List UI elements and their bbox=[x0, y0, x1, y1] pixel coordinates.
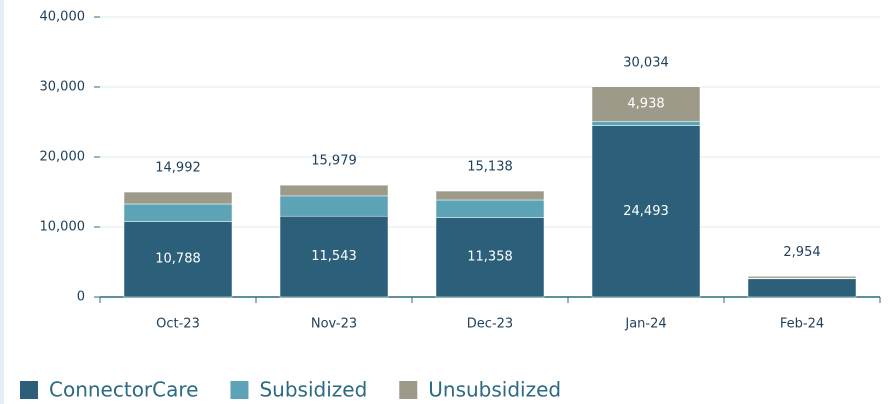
legend-swatch bbox=[20, 381, 38, 399]
value-label: 11,358 bbox=[467, 250, 513, 265]
y-tick-label: 0 bbox=[77, 290, 85, 305]
value-label: 24,493 bbox=[623, 204, 669, 219]
total-label: 15,138 bbox=[467, 160, 513, 175]
legend-label: ConnectorCare bbox=[49, 378, 198, 402]
bar-segment bbox=[747, 278, 857, 298]
value-label: 11,543 bbox=[311, 249, 357, 264]
x-tick-label: Oct-23 bbox=[156, 317, 200, 332]
bar-segment bbox=[279, 195, 389, 217]
left-border bbox=[0, 0, 4, 404]
legend-swatch bbox=[230, 381, 249, 399]
bar-segment bbox=[123, 221, 233, 298]
bar-segment bbox=[279, 184, 389, 197]
bar-segment bbox=[435, 199, 545, 218]
bar-segment bbox=[279, 215, 389, 298]
bar-segment bbox=[591, 86, 701, 122]
total-label: 15,979 bbox=[311, 154, 357, 169]
y-tick-label: 20,000 bbox=[40, 150, 86, 165]
bar-segment bbox=[435, 217, 545, 298]
x-tick-label: Dec-23 bbox=[467, 317, 513, 332]
value-label: 4,938 bbox=[627, 97, 664, 112]
bar-segment bbox=[591, 125, 701, 298]
total-label: 2,954 bbox=[783, 245, 820, 260]
legend-swatch bbox=[399, 381, 418, 399]
x-tick-label: Feb-24 bbox=[780, 317, 824, 332]
x-tick-label: Jan-24 bbox=[624, 317, 666, 332]
value-label: 10,788 bbox=[155, 252, 201, 267]
bar-segment bbox=[435, 190, 545, 201]
bar-segment bbox=[123, 203, 233, 222]
y-tick-label: 40,000 bbox=[40, 10, 86, 25]
total-label: 30,034 bbox=[623, 55, 669, 70]
x-tick-label: Nov-23 bbox=[311, 317, 357, 332]
legend-label: Unsubsidized bbox=[428, 378, 561, 402]
bar-segment bbox=[591, 121, 701, 126]
bar-segment bbox=[123, 191, 233, 205]
y-tick-label: 30,000 bbox=[40, 80, 86, 95]
bar-segment bbox=[747, 276, 857, 279]
total-label: 14,992 bbox=[155, 161, 201, 176]
legend-label: Subsidized bbox=[259, 378, 367, 402]
y-tick-label: 10,000 bbox=[40, 220, 86, 235]
